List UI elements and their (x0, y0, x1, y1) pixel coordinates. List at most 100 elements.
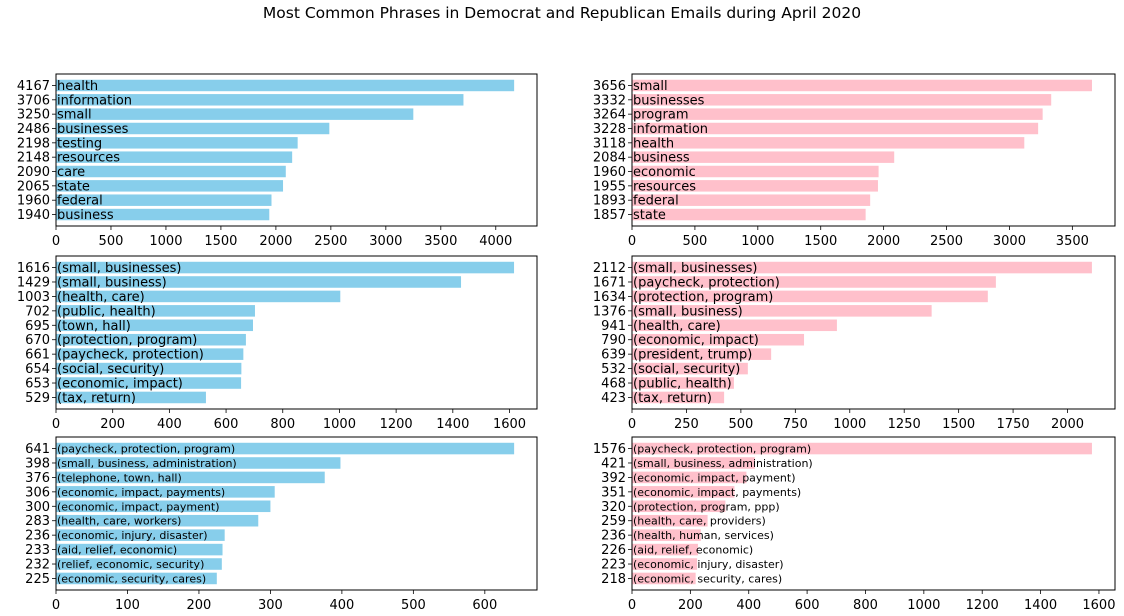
y-tick-label: 392 (601, 471, 626, 486)
y-tick-label: 225 (25, 572, 50, 587)
x-tick-label: 400 (157, 417, 182, 432)
bar-label: resources (633, 179, 696, 194)
x-tick-label: 1750 (997, 417, 1030, 432)
bar (56, 558, 222, 570)
bar (56, 442, 515, 455)
bar-label: resources (57, 151, 120, 166)
y-tick-label: 233 (25, 543, 50, 558)
bar-label: (tax, return) (633, 391, 712, 406)
y-tick-label: 1671 (593, 275, 626, 290)
bar-label: (president, trump) (633, 348, 752, 363)
bar (56, 500, 271, 513)
bar (56, 180, 284, 192)
y-tick-label: 283 (25, 514, 50, 529)
bar-label: (aid, relief, economic) (633, 544, 753, 557)
axes-frame (55, 73, 538, 227)
x-tick-label: 1600 (493, 417, 526, 432)
y-tick-label: 2486 (17, 122, 50, 137)
bar (56, 333, 246, 346)
x-tick-label: 4000 (479, 234, 512, 249)
bar-label: (public, health) (633, 377, 732, 392)
y-tick-label: 1003 (17, 290, 50, 305)
y-tick-label: 223 (601, 558, 626, 573)
y-tick-label: 236 (25, 529, 50, 544)
bar (632, 108, 1043, 120)
y-tick-label: 259 (601, 514, 626, 529)
bar-label: (relief, economic, security) (57, 558, 204, 571)
subplot-democrat-2gram: 1616 (small, businesses) 1429 (small, busin… (17, 255, 538, 432)
bar-label: (economic, impact, payment) (57, 500, 220, 513)
bar (632, 122, 1039, 135)
bar-label: (telephone, town, hall) (57, 471, 182, 484)
axes-frame (631, 73, 1116, 227)
bar (56, 305, 255, 317)
bar (632, 543, 698, 556)
bar-label: (small, business) (633, 304, 743, 319)
y-tick-label: 3228 (593, 122, 626, 137)
y-tick-label: 3706 (17, 93, 50, 108)
bar (56, 79, 515, 92)
axes-frame (55, 255, 538, 410)
bar (632, 377, 734, 389)
bar (632, 151, 895, 163)
y-tick-label: 1857 (593, 208, 626, 223)
bar (632, 319, 837, 332)
x-tick-label: 3500 (1056, 234, 1089, 249)
bar (56, 514, 259, 527)
bar-label: (paycheck, protection) (57, 348, 204, 363)
x-tick-label: 1000 (907, 598, 940, 613)
x-tick-label: 1500 (204, 234, 237, 249)
bar (56, 348, 244, 360)
bar (632, 558, 698, 570)
x-tick-label: 400 (736, 598, 761, 613)
axes-frame (631, 255, 1116, 410)
y-tick-label: 3332 (593, 93, 626, 108)
bar-label: (small, business, administration) (57, 457, 237, 470)
bar (56, 457, 341, 469)
bar (632, 391, 725, 404)
bar (632, 194, 871, 206)
bar-label: (protection, program, ppp) (633, 500, 780, 513)
bar (632, 137, 1025, 149)
y-tick-label: 3264 (593, 108, 626, 123)
bar-label: business (57, 208, 114, 223)
bar (632, 529, 701, 541)
bar-label: information (57, 93, 132, 108)
x-tick-label: 100 (115, 598, 140, 613)
bar (56, 486, 275, 498)
y-tick-label: 641 (25, 442, 50, 457)
bar-label: (town, hall) (57, 319, 131, 334)
y-tick-label: 2065 (17, 179, 50, 194)
bar (56, 151, 293, 163)
y-tick-label: 1376 (593, 304, 626, 319)
bar-label: (economic, impact, payments) (633, 486, 801, 499)
bar-label: (small, business) (57, 275, 167, 290)
y-tick-label: 639 (601, 348, 626, 363)
x-tick-label: 3000 (369, 234, 402, 249)
y-tick-label: 1893 (593, 194, 626, 209)
bar-label: (paycheck, protection) (633, 275, 780, 290)
bar-label: (tax, return) (57, 391, 136, 406)
bar-label: program (633, 108, 689, 123)
y-tick-label: 2148 (17, 151, 50, 166)
y-tick-label: 306 (25, 485, 50, 500)
bar-label: care (57, 165, 85, 180)
y-tick-label: 2084 (593, 151, 626, 166)
bar-label: (paycheck, protection, program) (57, 443, 235, 456)
bar-label: (protection, program) (633, 290, 773, 305)
x-tick-label: 800 (270, 417, 295, 432)
bar-label: (social, security) (57, 362, 164, 377)
bar-label: (small, businesses) (57, 261, 181, 276)
y-tick-label: 529 (25, 391, 50, 406)
bar-label: federal (633, 194, 679, 209)
axes-frame (55, 436, 538, 591)
bar-label: information (633, 122, 708, 137)
y-tick-label: 1960 (593, 165, 626, 180)
x-tick-label: 1600 (1082, 598, 1115, 613)
y-tick-label: 232 (25, 558, 50, 573)
bar-label: (economic, injury, disaster) (57, 529, 208, 542)
y-tick-label: 1960 (17, 194, 50, 209)
y-tick-label: 654 (25, 362, 50, 377)
bar-label: (small, businesses) (633, 261, 757, 276)
x-tick-label: 1500 (804, 234, 837, 249)
